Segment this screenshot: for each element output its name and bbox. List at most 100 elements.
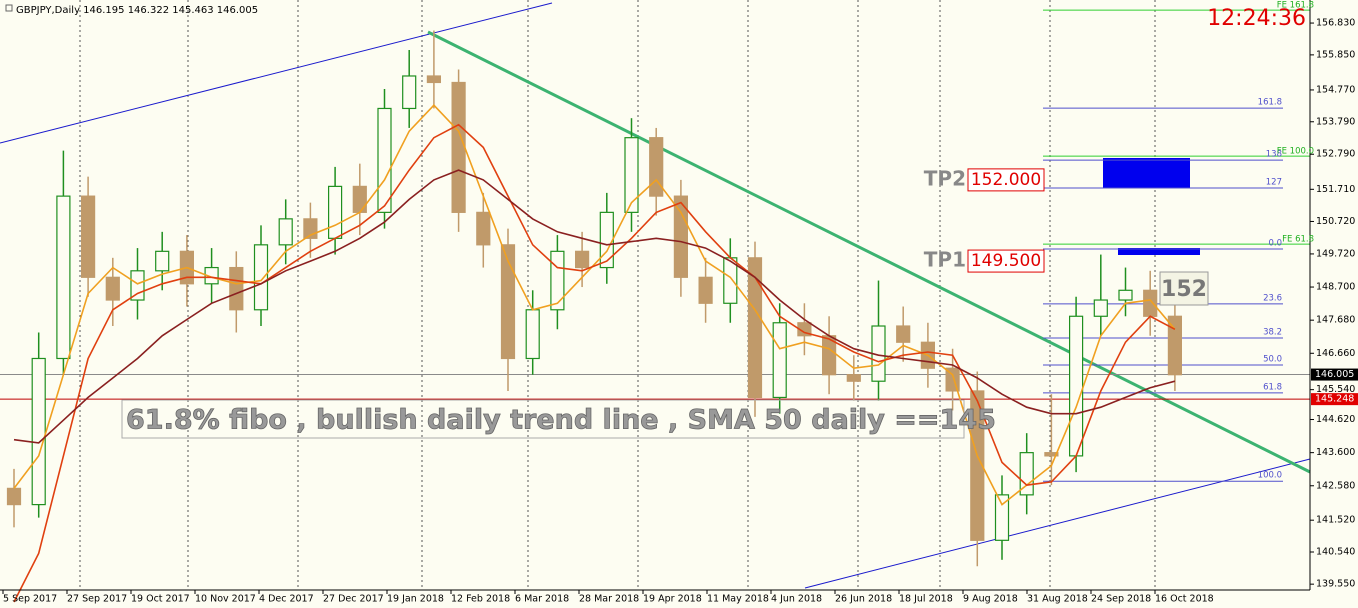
- target-note-box: [1159, 271, 1209, 306]
- channel-upper: [0, 2, 553, 144]
- y-tick-label: 152.790: [1316, 149, 1355, 160]
- fib-label: 100.0: [1258, 471, 1282, 481]
- target-name: TP2: [924, 166, 966, 190]
- fib-label: 38.2: [1263, 328, 1282, 338]
- candle-body: [525, 309, 540, 360]
- x-tick-label: 19 Jan 2018: [387, 594, 444, 605]
- y-tick-label: 154.770: [1316, 84, 1355, 95]
- fib-label: 61.8: [1263, 382, 1282, 392]
- candle-body: [1068, 315, 1084, 457]
- y-tick-label: 155.850: [1316, 49, 1355, 60]
- y-tick-label: 148.700: [1316, 282, 1355, 293]
- y-tick-label: 141.520: [1316, 515, 1355, 526]
- x-tick-label: 4 Dec 2017: [259, 594, 314, 605]
- y-tick-label: 149.720: [1316, 248, 1355, 259]
- candle-body: [649, 137, 664, 197]
- moving-average: [13, 169, 1176, 444]
- y-tick-label: 151.710: [1316, 184, 1355, 195]
- fib-label: 0.0: [1268, 239, 1282, 249]
- fe-label: FE 100.0: [1277, 147, 1314, 157]
- candle-body: [476, 211, 491, 246]
- candle-body: [574, 250, 590, 269]
- x-tick-label: 12 Feb 2018: [451, 594, 510, 605]
- fib-label: 23.6: [1263, 293, 1282, 303]
- y-tick-label: 144.620: [1316, 414, 1355, 425]
- candle-body: [229, 266, 244, 311]
- x-tick-label: 27 Sep 2017: [67, 594, 127, 605]
- x-tick-label: 10 Nov 2017: [195, 594, 256, 605]
- target-box: [967, 168, 1045, 192]
- candle-body: [1167, 315, 1183, 376]
- x-tick-label: 6 Mar 2018: [515, 594, 569, 605]
- x-tick-label: 11 May 2018: [707, 594, 769, 605]
- fib-label: 127: [1266, 178, 1282, 188]
- candle-body: [896, 325, 911, 343]
- candle-body: [56, 195, 71, 360]
- current_price-label: 146.005: [1315, 369, 1354, 380]
- y-tick-label: 143.600: [1316, 447, 1355, 458]
- target-value: 149.500: [971, 251, 1041, 271]
- candle-body: [253, 244, 269, 311]
- target-box: [967, 249, 1045, 273]
- x-tick-label: 26 Jun 2018: [835, 594, 892, 605]
- chart-header: GBPJPY,Daily 146.195 146.322 145.463 146…: [16, 5, 258, 16]
- y-tick-label: 145.540: [1316, 384, 1355, 395]
- candle-body: [747, 257, 763, 399]
- candle-body: [328, 185, 343, 239]
- candle-body: [451, 81, 466, 213]
- candle-body: [1093, 299, 1108, 317]
- candle-body: [377, 107, 392, 213]
- candle-body: [772, 322, 787, 399]
- candle-body: [105, 276, 120, 301]
- fib-label: 161.8: [1258, 98, 1282, 108]
- support_line-tag: [1311, 393, 1358, 406]
- channel-lower: [804, 458, 1311, 589]
- y-tick-label: 139.550: [1316, 579, 1355, 590]
- candle-body: [599, 211, 614, 269]
- candle-body: [698, 276, 713, 304]
- candle-body: [155, 250, 170, 272]
- candle-body: [1044, 452, 1059, 457]
- x-tick-label: 24 Sep 2018: [1091, 594, 1151, 605]
- y-tick-label: 147.680: [1316, 315, 1355, 326]
- candle-body: [80, 195, 96, 278]
- candle-body: [846, 374, 861, 382]
- x-tick-label: 18 Jul 2018: [899, 594, 953, 605]
- target-zone: [1103, 158, 1190, 188]
- moving-average: [13, 104, 1176, 506]
- candle-body: [1118, 289, 1133, 301]
- x-tick-label: 31 Aug 2018: [1027, 594, 1088, 605]
- y-tick-label: 153.790: [1316, 116, 1355, 127]
- candle-body: [352, 185, 367, 213]
- target-value: 152.000: [971, 170, 1041, 190]
- candle-body: [673, 195, 689, 278]
- current_price-tag: [1311, 368, 1358, 381]
- y-tick-label: 150.720: [1316, 216, 1355, 227]
- x-tick-label: 27 Dec 2017: [323, 594, 384, 605]
- candle-body: [31, 357, 46, 506]
- annotation-box: [121, 399, 965, 439]
- candle-body: [994, 494, 1010, 541]
- x-tick-label: 16 Oct 2018: [1155, 594, 1214, 605]
- candle-body: [500, 244, 516, 360]
- support_line-label: 145.248: [1315, 394, 1354, 405]
- candle-body: [278, 218, 293, 246]
- target-name: TP1: [924, 248, 966, 272]
- fib-label: 50.0: [1263, 354, 1282, 364]
- y-tick-label: 142.580: [1316, 480, 1355, 491]
- moving-average: [13, 123, 1176, 603]
- x-tick-label: 4 Jun 2018: [771, 594, 822, 605]
- candle-body: [550, 250, 565, 311]
- fib-label: 138: [1266, 150, 1282, 160]
- fe-label: FE 61.8: [1282, 235, 1314, 245]
- y-tick-label: 140.540: [1316, 547, 1355, 558]
- y-tick-label: 146.660: [1316, 348, 1355, 359]
- candle-body: [6, 487, 22, 506]
- candle-body: [624, 137, 639, 213]
- header-icon: [5, 4, 13, 12]
- x-tick-label: 19 Oct 2017: [131, 594, 190, 605]
- x-tick-label: 28 Mar 2018: [579, 594, 639, 605]
- clock: 12:24:36: [1207, 6, 1306, 31]
- target-note: 152: [1161, 277, 1207, 302]
